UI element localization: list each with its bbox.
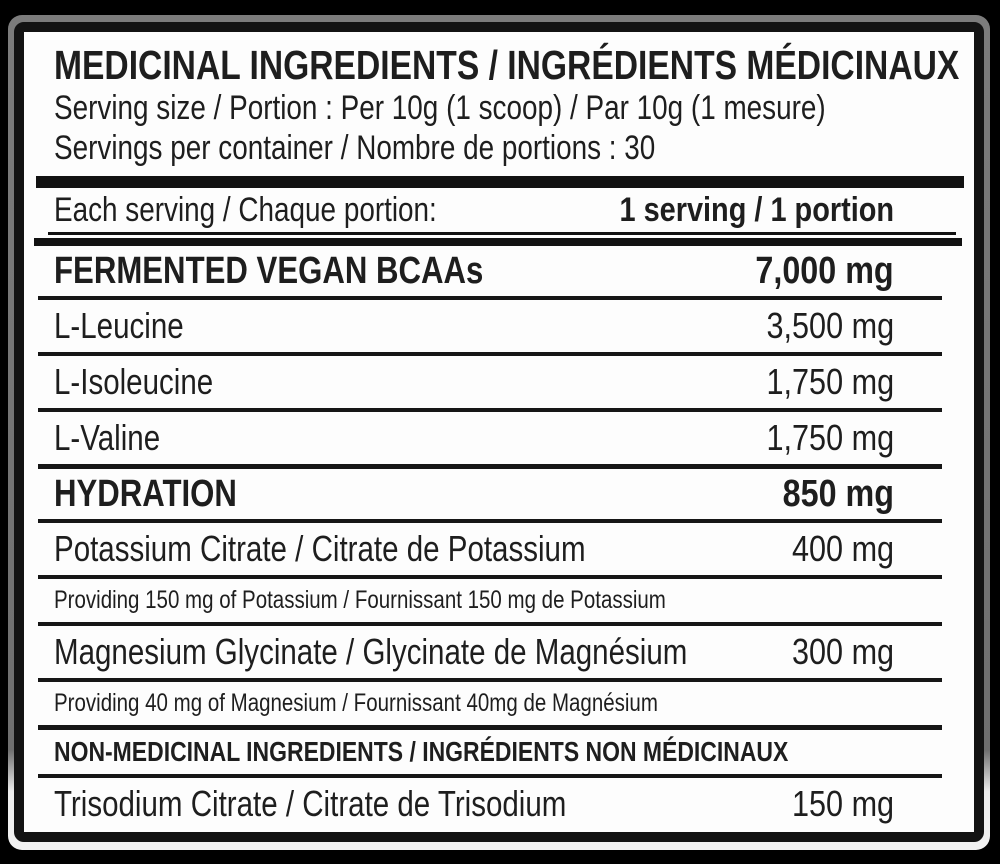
row-divider <box>38 575 942 579</box>
row-divider <box>38 622 942 626</box>
ingredient-amount: 300 mg <box>791 631 894 672</box>
ingredient-row: Potassium Citrate / Citrate de Potassium… <box>24 523 974 575</box>
row-divider <box>38 519 942 523</box>
ingredient-name: Providing 150 mg of Potassium / Fourniss… <box>54 586 666 614</box>
section-row: HYDRATION 850 mg <box>24 469 974 519</box>
row-divider <box>38 352 942 356</box>
ingredient-amount: 1,750 mg <box>766 417 894 458</box>
ingredient-amount: 400 mg <box>791 528 894 569</box>
ingredient-name: NON-MEDICINAL INGREDIENTS / INGRÉDIENTS … <box>54 736 789 767</box>
row-divider <box>38 464 942 469</box>
supplement-label: MEDICINAL INGREDIENTS / INGRÉDIENTS MÉDI… <box>8 15 990 850</box>
ingredient-table: FERMENTED VEGAN BCAAs 7,000 mg L-Leucine 3,… <box>24 246 974 830</box>
each-serving-value: 1 serving / 1 portion <box>619 190 894 229</box>
ingredient-row: L-Leucine 3,500 mg <box>24 300 974 352</box>
ingredient-name: Providing 40 mg of Magnesium / Fournissa… <box>54 689 658 717</box>
ingredient-name: Magnesium Glycinate / Glycinate de Magné… <box>54 631 688 672</box>
supplement-facts-panel: MEDICINAL INGREDIENTS / INGRÉDIENTS MÉDI… <box>14 22 984 842</box>
ingredient-name: FERMENTED VEGAN BCAAs <box>54 250 484 292</box>
subheader-row: NON-MEDICINAL INGREDIENTS / INGRÉDIENTS … <box>24 730 974 774</box>
label-header: MEDICINAL INGREDIENTS / INGRÉDIENTS MÉDI… <box>24 38 974 172</box>
ingredient-row: Trisodium Citrate / Citrate de Trisodium… <box>24 778 974 830</box>
servings-per-container-line: Servings per container / Nombre de porti… <box>54 128 974 168</box>
serving-size-line: Serving size / Portion : Per 10g (1 scoo… <box>54 88 974 128</box>
thick-rule <box>36 176 964 188</box>
panel-title: MEDICINAL INGREDIENTS / INGRÉDIENTS MÉDI… <box>54 42 974 88</box>
ingredient-name: Potassium Citrate / Citrate de Potassium <box>54 528 586 569</box>
section-row: FERMENTED VEGAN BCAAs 7,000 mg <box>24 246 974 296</box>
ingredient-amount: 150 mg <box>791 783 894 824</box>
ingredient-amount: 7,000 mg <box>755 250 894 292</box>
ingredient-name: Trisodium Citrate / Citrate de Trisodium <box>54 783 567 824</box>
ingredient-amount: 850 mg <box>782 473 894 515</box>
note-row: Providing 150 mg of Potassium / Fourniss… <box>24 579 974 622</box>
ingredient-amount: 3,500 mg <box>766 305 894 346</box>
ingredient-row: L-Valine 1,750 mg <box>24 412 974 464</box>
row-divider <box>38 774 942 778</box>
ingredient-name: L-Leucine <box>54 305 184 346</box>
ingredient-name: HYDRATION <box>54 473 237 515</box>
row-divider <box>38 678 942 682</box>
ingredient-name: L-Valine <box>54 417 161 458</box>
serving-size-text: Serving size / Portion : Per 10g (1 scoo… <box>54 89 826 127</box>
each-serving-label: Each serving / Chaque portion: <box>54 191 437 229</box>
ingredient-row: L-Isoleucine 1,750 mg <box>24 356 974 408</box>
ingredient-amount: 1,750 mg <box>766 361 894 402</box>
servings-per-container-text: Servings per container / Nombre de porti… <box>54 129 656 167</box>
row-divider <box>38 296 942 300</box>
thick-rule <box>34 238 962 246</box>
ingredient-row: Magnesium Glycinate / Glycinate de Magné… <box>24 626 974 678</box>
panel-title-text: MEDICINAL INGREDIENTS / INGRÉDIENTS MÉDI… <box>54 42 960 88</box>
each-serving-row: Each serving / Chaque portion: 1 serving… <box>24 188 974 231</box>
ingredient-name: L-Isoleucine <box>54 361 214 402</box>
thin-rule <box>48 232 956 235</box>
row-divider <box>38 408 942 412</box>
row-divider <box>38 725 942 730</box>
note-row: Providing 40 mg of Magnesium / Fournissa… <box>24 682 974 725</box>
